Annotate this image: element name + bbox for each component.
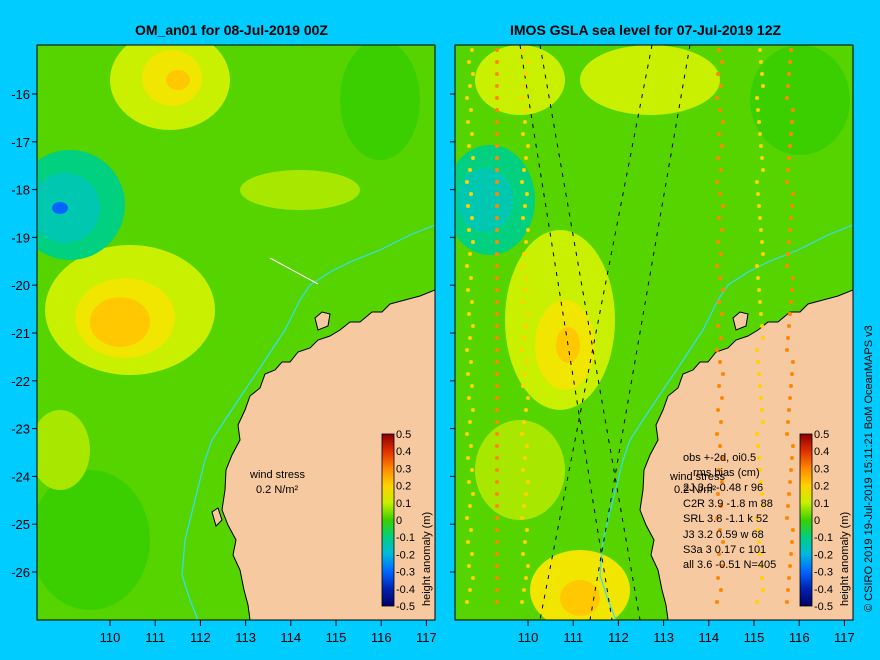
left-wind-label-2: 0.2 N/m² <box>256 484 299 496</box>
colorbar-tick-label: -0.4 <box>814 584 833 596</box>
latitude-tick-label: -16 <box>11 87 30 102</box>
right-longitude-ticks: 110 111 112 113 114 115 116 117 <box>518 620 855 645</box>
colorbar-tick-label: -0.1 <box>814 532 833 544</box>
obs-header-1: obs +-2d, oi0.5 <box>683 452 756 464</box>
colorbar-tick-label: 0.3 <box>396 463 411 475</box>
right-map <box>454 44 854 621</box>
left-colorbar-label: height anomaly (m) <box>421 512 433 606</box>
observation-dots <box>465 48 795 604</box>
obs-row: all 3.6 -0.51 N=405 <box>683 559 776 571</box>
colorbar-tick-label: 0.1 <box>396 498 411 510</box>
longitude-tick-label: 114 <box>280 630 301 645</box>
colorbar-tick-label: 0.1 <box>814 498 829 510</box>
colorbar-tick-label: -0.1 <box>396 532 415 544</box>
colorbar-tick-label: 0.5 <box>396 429 411 441</box>
latitude-tick-label: -20 <box>11 278 30 293</box>
right-map-title: IMOS GSLA sea level for 07-Jul-2019 12Z <box>510 22 782 38</box>
colorbar-tick-label: 0.3 <box>814 463 829 475</box>
left-colorbar: 0.5 0.4 0.3 0.2 0.1 0 -0.1 -0.2 -0.3 -0.4 -0.5 hei… <box>381 429 433 613</box>
colorbar-tick-label: 0.2 <box>814 481 829 493</box>
left-map <box>36 44 436 621</box>
colorbar-tick-label: -0.5 <box>814 601 833 613</box>
colorbar-tick-label: -0.3 <box>396 567 415 579</box>
latitude-tick-label: -18 <box>11 183 30 198</box>
longitude-tick-label: 114 <box>698 630 719 645</box>
latitude-tick-label: -25 <box>11 517 30 532</box>
left-wind-label-1: wind stress <box>249 469 306 481</box>
colorbar-tick-label: 0.4 <box>396 446 411 458</box>
colorbar-tick-label: 0 <box>396 515 402 527</box>
latitude-tick-label: -17 <box>11 135 30 150</box>
longitude-tick-label: 115 <box>744 630 765 645</box>
longitude-tick-label: 112 <box>608 630 629 645</box>
colorbar-tick-label: 0 <box>814 515 820 527</box>
left-map-title: OM_an01 for 08-Jul-2019 00Z <box>135 22 328 38</box>
longitude-tick-label: 111 <box>563 630 583 645</box>
right-wind-label-2: 0.2 N/m² <box>674 484 717 496</box>
longitude-tick-label: 116 <box>789 630 810 645</box>
obs-row: S3a 3 0.17 c 101 <box>683 544 766 556</box>
latitude-tick-label: -19 <box>11 230 30 245</box>
obs-row: SRL 3.8 -1.1 k 52 <box>683 513 768 525</box>
latitude-tick-label: -22 <box>11 374 30 389</box>
obs-row: 2J 3.9 -0.48 r 96 <box>683 482 763 494</box>
colorbar-tick-label: 0.4 <box>814 446 829 458</box>
longitude-tick-label: 113 <box>235 630 256 645</box>
colorbar-tick-label: -0.3 <box>814 567 833 579</box>
longitude-tick-label: 117 <box>834 630 855 645</box>
longitude-tick-label: 111 <box>145 630 165 645</box>
left-longitude-ticks: 110 111 112 113 114 115 116 117 <box>100 620 437 645</box>
right-colorbar-label: height anomaly (m) <box>839 512 851 606</box>
right-wind-label-1: wind stress <box>669 471 726 483</box>
obs-row: C2R 3.9 -1.8 m 88 <box>683 498 773 510</box>
colorbar-tick-label: -0.2 <box>814 549 833 561</box>
obs-row: J3 3.2 0.59 w 68 <box>683 529 764 541</box>
obs-stats-table: obs +-2d, oi0.5 rms bias (cm) wind stres… <box>669 452 776 571</box>
obs-header-2: rms bias (cm) <box>693 467 760 479</box>
longitude-tick-label: 113 <box>653 630 674 645</box>
right-map-field <box>455 45 853 620</box>
right-colorbar: 0.5 0.4 0.3 0.2 0.1 0 -0.1 -0.2 -0.3 -0.4 -0.5 hei… <box>799 429 851 613</box>
latitude-tick-label: -24 <box>11 469 30 484</box>
longitude-tick-label: 110 <box>518 630 539 645</box>
left-map-field <box>37 45 435 620</box>
altimeter-tracks <box>519 45 691 620</box>
longitude-tick-label: 110 <box>100 630 121 645</box>
colorbar-tick-label: -0.2 <box>396 549 415 561</box>
credit-text: © CSIRO 2019 19-Jul-2019 15:11:21 BoM Oc… <box>863 325 875 612</box>
colorbar-tick-label: 0.5 <box>814 429 829 441</box>
longitude-tick-label: 117 <box>416 630 437 645</box>
colorbar-tick-label: -0.5 <box>396 601 415 613</box>
latitude-tick-label: -26 <box>11 565 30 580</box>
longitude-tick-label: 112 <box>190 630 211 645</box>
longitude-tick-label: 116 <box>371 630 392 645</box>
longitude-tick-label: 115 <box>326 630 347 645</box>
colorbar-tick-label: 0.2 <box>396 481 411 493</box>
colorbar-tick-label: -0.4 <box>396 584 415 596</box>
latitude-ticks: -16 -17 -18 -19 -20 -21 -22 -23 -24 -25 -26 <box>11 87 455 580</box>
latitude-tick-label: -21 <box>11 326 30 341</box>
latitude-tick-label: -23 <box>11 422 30 437</box>
